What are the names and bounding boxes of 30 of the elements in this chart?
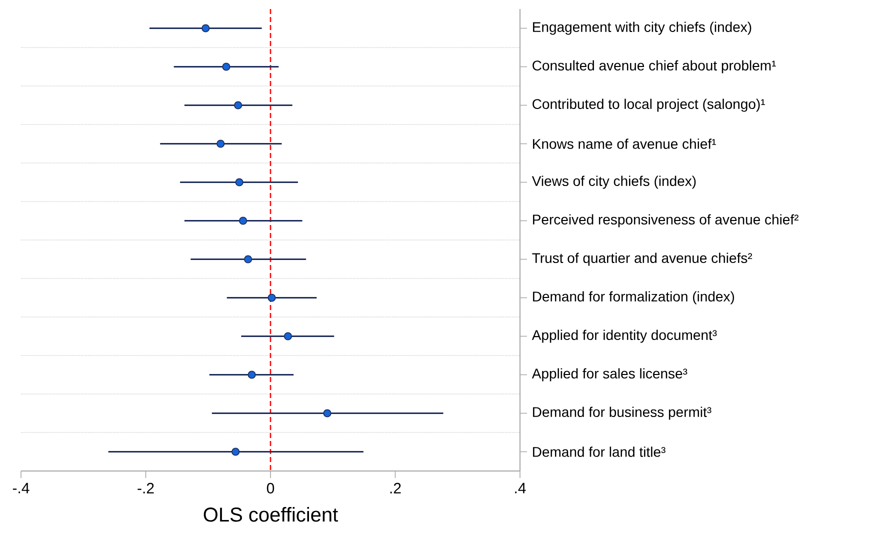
point xyxy=(323,409,332,418)
y-tick-label: Demand for land title³ xyxy=(533,446,666,457)
point xyxy=(222,62,230,71)
point xyxy=(235,178,244,186)
y-tick-label: Demand for formalization (index) xyxy=(533,291,734,304)
point xyxy=(239,216,248,225)
x-tick-label: -.4 xyxy=(12,482,30,494)
y-tick-label: Engagement with city chiefs (index) xyxy=(533,22,752,35)
y-tick-label: Perceived responsiveness of avenue chief² xyxy=(533,214,798,228)
y-tick-label: Contributed to local project (salongo)¹ xyxy=(532,98,765,112)
point xyxy=(216,140,225,148)
point xyxy=(268,294,276,302)
point xyxy=(232,448,240,456)
point xyxy=(202,24,210,32)
y-tick-label: Applied for sales license³ xyxy=(532,368,688,382)
point xyxy=(244,255,252,264)
y-tick-label: Trust of quartier and avenue chiefs² xyxy=(532,252,752,266)
x-tick-label: -.2 xyxy=(138,482,154,494)
x-tick-label: .2 xyxy=(390,482,401,494)
x-tick-label: 0 xyxy=(266,482,274,494)
point xyxy=(284,332,292,340)
point xyxy=(248,370,256,379)
y-tick-label: Applied for identity document³ xyxy=(532,330,717,343)
y-tick-label: Demand for business permit³ xyxy=(533,406,712,420)
x-axis-title: OLS coefficient xyxy=(204,507,338,522)
y-tick-label: Knows name of avenue chief¹ xyxy=(533,138,716,149)
point xyxy=(234,101,242,110)
x-tick-label: .4 xyxy=(515,482,526,494)
y-tick-label: Consulted avenue chief about problem¹ xyxy=(532,60,776,74)
y-tick-label: Views of city chiefs (index) xyxy=(532,176,696,189)
